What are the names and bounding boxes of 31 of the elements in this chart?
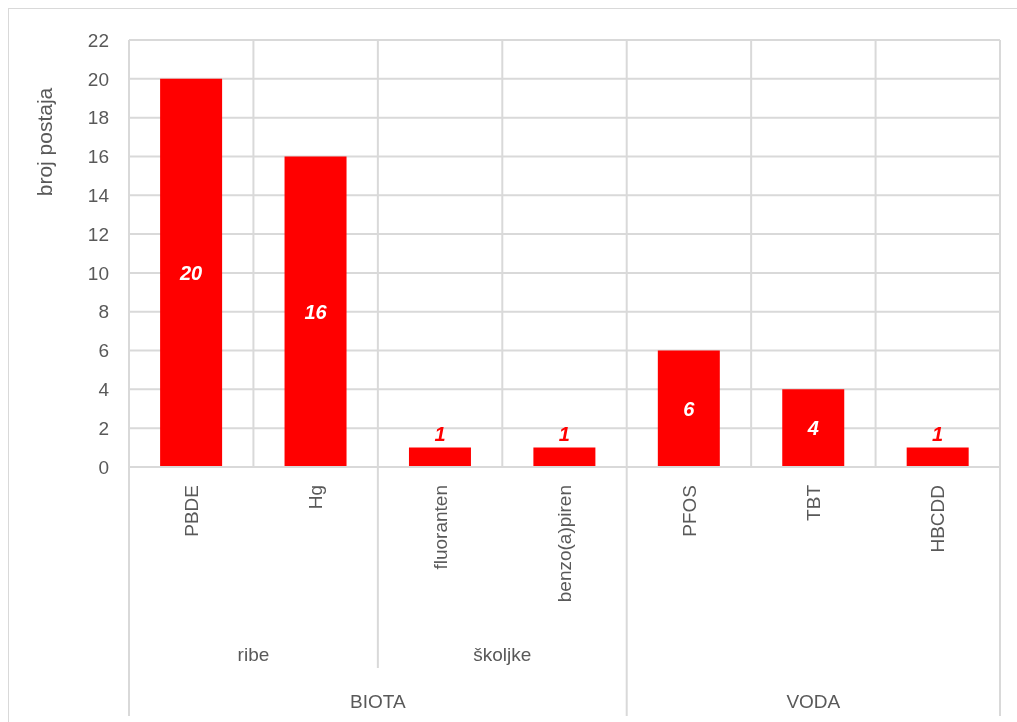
y-tick-label: 12 — [87, 223, 109, 245]
data-label: 16 — [304, 300, 328, 323]
text: ribe — [237, 643, 270, 665]
y-axis-title: broj postaja — [33, 87, 57, 197]
text: BIOTA — [350, 690, 406, 712]
y-tick-label: 18 — [87, 107, 109, 129]
y-tick-label: 4 — [98, 379, 110, 401]
y-tick-label: 16 — [87, 146, 109, 168]
x-tick-label: Hg — [305, 485, 327, 510]
data-label: 1 — [434, 422, 446, 445]
x-tick-label: benzo(a)piren — [554, 485, 576, 603]
y-tick-label: 0 — [98, 456, 109, 478]
x-tick-label: PFOS — [678, 485, 700, 537]
y-tick-label: 20 — [87, 68, 109, 90]
x-tick-label: TBT — [803, 484, 825, 521]
data-label: 20 — [178, 261, 203, 284]
text: školjke — [473, 643, 532, 665]
y-tick-label: 10 — [87, 262, 109, 284]
y-tick-label: 6 — [98, 340, 109, 362]
x-tick-label: HBCDD — [927, 485, 949, 553]
x-tick-label: PBDE — [180, 485, 202, 537]
data-label: 6 — [683, 397, 696, 420]
y-tick-label: 14 — [87, 185, 110, 207]
text: VODA — [786, 690, 841, 712]
data-label: 1 — [558, 422, 570, 445]
data-label: 4 — [806, 417, 819, 440]
y-tick-label: 22 — [87, 29, 109, 51]
y-tick-label: 2 — [98, 417, 109, 439]
y-tick-label: 8 — [98, 301, 109, 323]
x-tick-label: fluoranten — [429, 485, 451, 570]
data-label: 1 — [932, 422, 944, 445]
